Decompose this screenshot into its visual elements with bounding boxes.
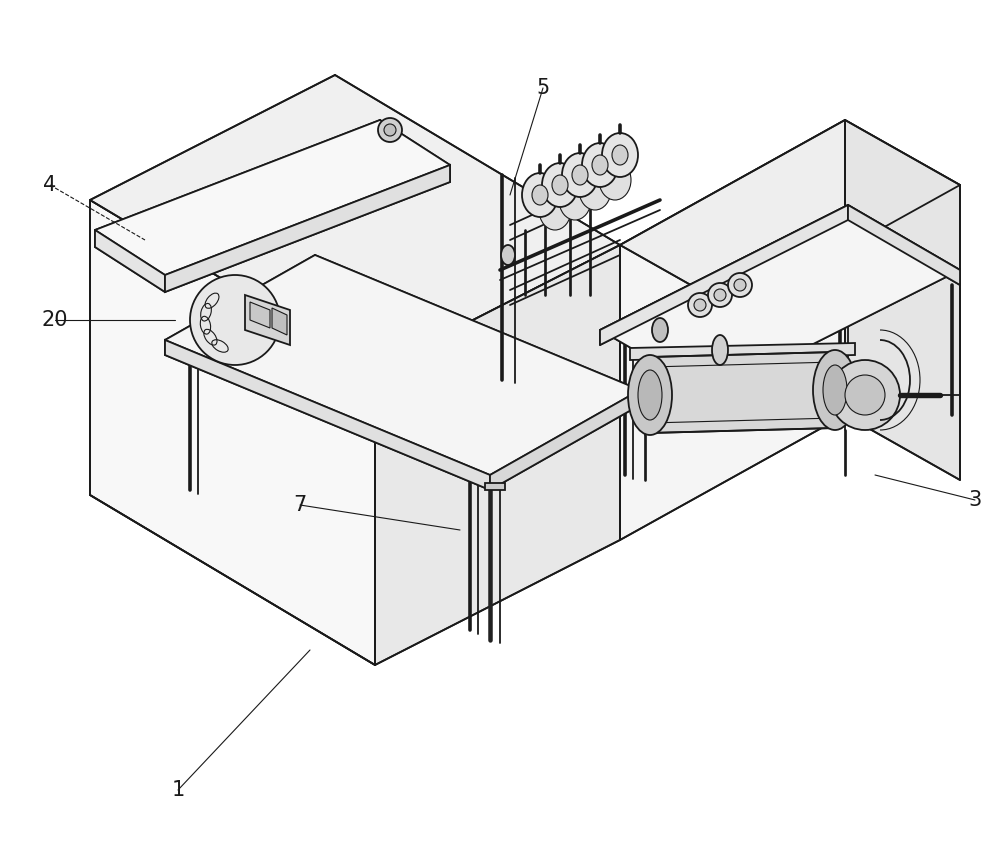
Text: 4: 4 (43, 175, 57, 195)
Ellipse shape (539, 190, 571, 230)
Polygon shape (165, 340, 490, 490)
Ellipse shape (688, 293, 712, 317)
Ellipse shape (552, 175, 568, 195)
Text: 7: 7 (293, 495, 307, 515)
Ellipse shape (708, 283, 732, 307)
Polygon shape (272, 308, 287, 335)
Ellipse shape (384, 124, 396, 136)
Polygon shape (600, 205, 848, 345)
Polygon shape (630, 343, 855, 360)
Ellipse shape (501, 245, 515, 265)
Polygon shape (375, 245, 620, 665)
Ellipse shape (579, 170, 611, 210)
Ellipse shape (830, 360, 900, 430)
Polygon shape (600, 205, 960, 395)
Ellipse shape (714, 289, 726, 301)
Ellipse shape (813, 350, 857, 430)
Polygon shape (620, 120, 960, 310)
Polygon shape (165, 165, 450, 292)
Text: 20: 20 (42, 310, 68, 330)
Ellipse shape (542, 163, 578, 207)
Ellipse shape (572, 165, 588, 185)
Polygon shape (650, 352, 835, 433)
Ellipse shape (612, 145, 628, 165)
Polygon shape (485, 483, 505, 490)
Ellipse shape (562, 153, 598, 197)
Ellipse shape (694, 299, 706, 311)
Ellipse shape (532, 185, 548, 205)
Text: 5: 5 (536, 78, 550, 98)
Ellipse shape (582, 143, 618, 187)
Text: 1: 1 (171, 780, 185, 800)
Ellipse shape (599, 160, 631, 200)
Polygon shape (95, 120, 450, 275)
Polygon shape (90, 200, 375, 665)
Polygon shape (250, 302, 270, 328)
Polygon shape (490, 390, 640, 490)
Ellipse shape (378, 118, 402, 142)
Ellipse shape (638, 370, 662, 420)
Polygon shape (620, 120, 845, 540)
Ellipse shape (712, 335, 728, 365)
Ellipse shape (628, 355, 672, 435)
Ellipse shape (592, 155, 608, 175)
Polygon shape (245, 295, 290, 345)
Ellipse shape (845, 375, 885, 415)
Ellipse shape (734, 279, 746, 291)
Ellipse shape (559, 180, 591, 220)
Ellipse shape (602, 133, 638, 177)
Polygon shape (90, 75, 620, 370)
Text: 3: 3 (968, 490, 982, 510)
Polygon shape (848, 205, 960, 285)
Polygon shape (95, 230, 165, 292)
Polygon shape (165, 255, 640, 475)
Polygon shape (845, 120, 960, 480)
Ellipse shape (728, 273, 752, 297)
Ellipse shape (823, 365, 847, 415)
Ellipse shape (652, 318, 668, 342)
Ellipse shape (190, 275, 280, 365)
Ellipse shape (522, 173, 558, 217)
